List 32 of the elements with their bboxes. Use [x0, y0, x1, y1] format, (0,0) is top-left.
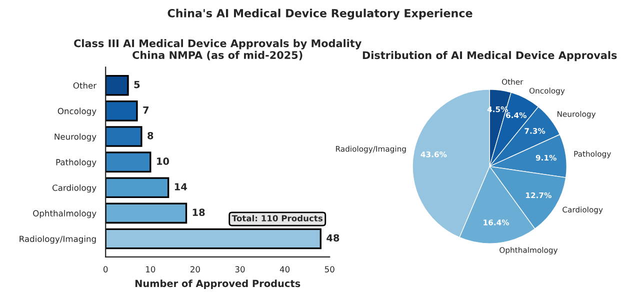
x-tick-label: 50	[324, 266, 334, 272]
x-tick-label: 10	[146, 266, 156, 272]
data-label: 14	[174, 183, 187, 190]
data-label: 5	[134, 80, 140, 88]
data-label: 48	[326, 234, 340, 242]
chart-title: Distribution of AI Medical Device Approvals	[362, 51, 617, 62]
y-tick-label: Cardiology	[52, 184, 96, 193]
bar	[106, 152, 152, 172]
text: China's AI Medical Device Regulatory Experience	[168, 8, 472, 20]
y-tick-label: Other	[73, 82, 97, 89]
data-label: 8	[148, 132, 154, 140]
x-tick-label: 20	[190, 266, 200, 272]
x-tick-label: 30	[235, 266, 245, 272]
bar	[106, 177, 170, 198]
y-tick-label: Radiology/Imaging	[20, 236, 96, 244]
y-tick-label: Pathology	[56, 158, 96, 167]
data-label: 18	[192, 208, 205, 216]
x-tick-label: 40	[280, 266, 290, 272]
bar	[106, 74, 129, 96]
bar	[106, 100, 138, 122]
x-tick-label: 0	[104, 266, 108, 272]
x-axis-title: Number of Approved Products	[135, 280, 300, 290]
data-label: 10	[157, 158, 170, 165]
bar	[106, 126, 142, 147]
y-tick-label: Neurology	[54, 133, 96, 142]
y-tick-label: Ophthalmology	[33, 210, 96, 218]
data-label: 7	[143, 106, 149, 114]
bar	[106, 228, 322, 250]
annotation: Total: 110 Products	[232, 214, 322, 222]
y-tick-label: Oncology	[58, 108, 96, 116]
bar	[106, 202, 188, 224]
chart-title: Class III AI Medical Device Approvals by Modality China NMPA (as of mid-2025)	[74, 39, 362, 60]
